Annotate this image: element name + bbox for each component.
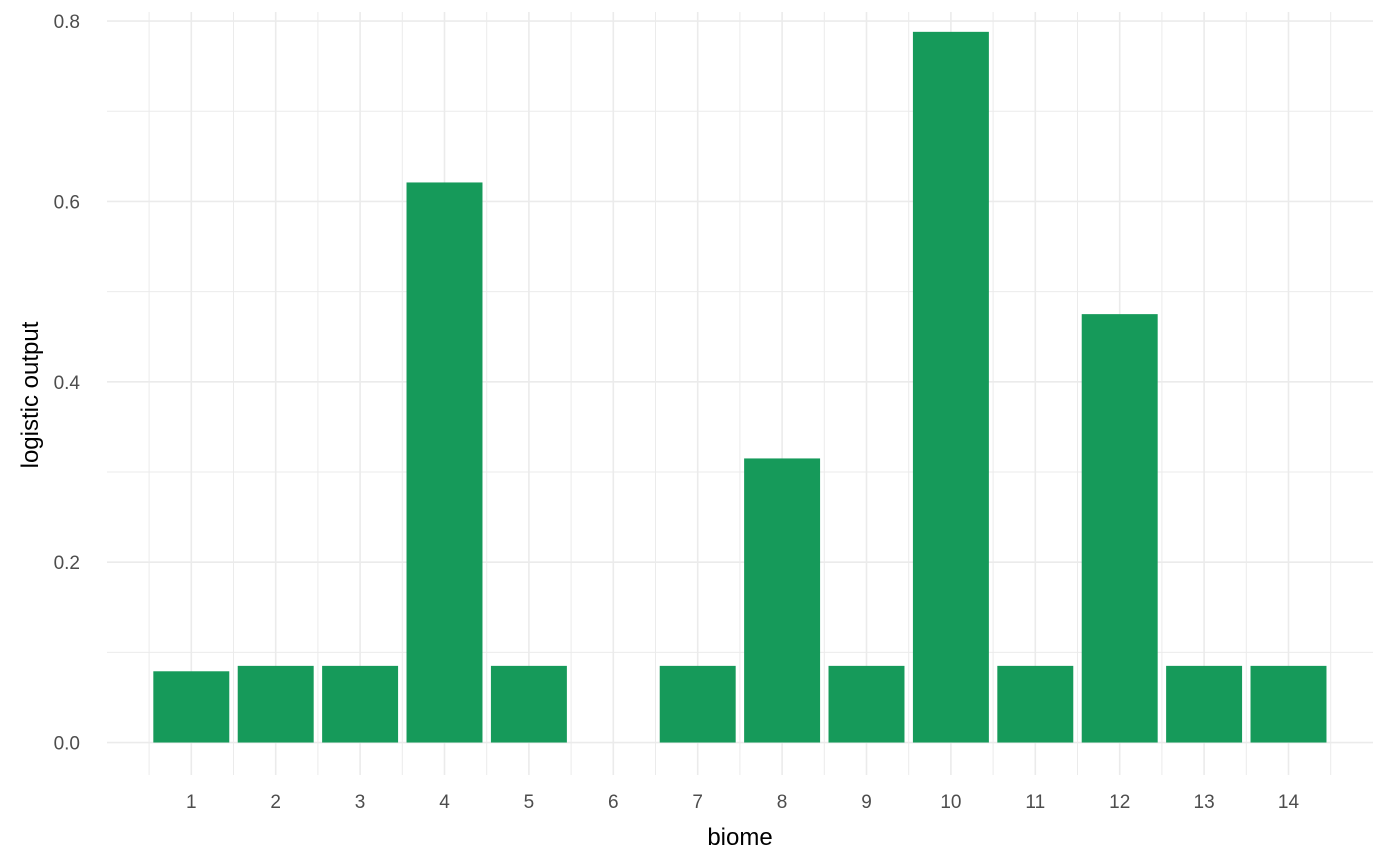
bar <box>490 665 567 743</box>
bar <box>406 182 483 743</box>
x-tick-label: 14 <box>1278 792 1300 813</box>
x-tick-label: 4 <box>439 792 450 813</box>
bar <box>744 458 821 743</box>
y-tick-label: 0.8 <box>54 12 80 33</box>
x-tick-label: 9 <box>861 792 872 813</box>
bar <box>237 665 314 743</box>
y-axis-ticks: 0.0 0.2 0.4 0.6 0.8 <box>54 12 81 755</box>
bar <box>912 31 989 743</box>
bar <box>1166 665 1243 743</box>
grid <box>107 12 1373 775</box>
x-tick-label: 3 <box>355 792 366 813</box>
bar <box>1081 314 1158 743</box>
y-tick-label: 0.4 <box>54 373 81 394</box>
bar <box>659 665 736 743</box>
y-tick-label: 0.0 <box>54 734 80 755</box>
y-tick-label: 0.6 <box>54 192 80 213</box>
x-tick-label: 7 <box>692 792 703 813</box>
bar <box>828 665 905 743</box>
bars <box>153 31 1327 743</box>
bar <box>997 665 1074 743</box>
bar <box>153 671 230 743</box>
x-tick-label: 5 <box>524 792 535 813</box>
y-tick-label: 0.2 <box>54 553 80 574</box>
x-axis-title: biome <box>707 824 772 851</box>
y-axis-title: logistic output <box>17 321 44 468</box>
x-tick-label: 12 <box>1109 792 1130 813</box>
x-axis-ticks: 1 2 3 4 5 6 7 8 9 10 11 12 13 14 <box>186 792 1299 813</box>
x-tick-label: 10 <box>940 792 961 813</box>
x-tick-label: 6 <box>608 792 619 813</box>
x-tick-label: 8 <box>777 792 788 813</box>
x-tick-label: 13 <box>1194 792 1215 813</box>
x-tick-label: 1 <box>186 792 197 813</box>
x-tick-label: 11 <box>1025 792 1045 813</box>
x-tick-label: 2 <box>270 792 281 813</box>
bar <box>1250 665 1327 743</box>
bar <box>322 665 399 743</box>
